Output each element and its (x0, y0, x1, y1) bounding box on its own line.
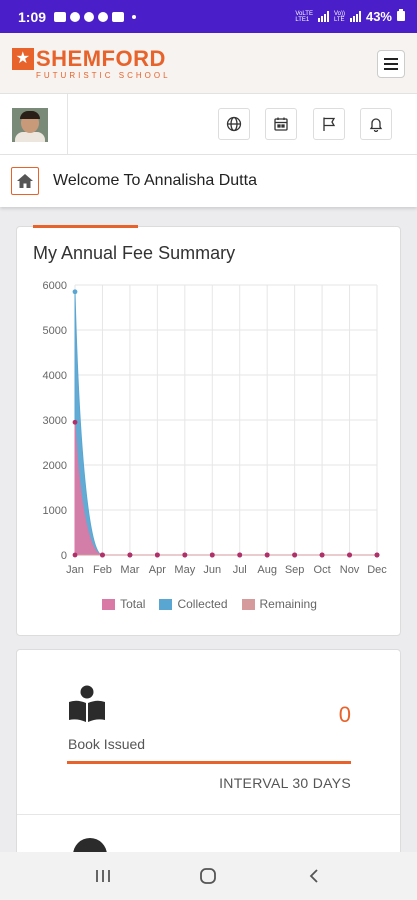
system-nav-bar (0, 852, 417, 900)
menu-button[interactable] (377, 50, 405, 78)
data-point-remaining (182, 552, 188, 558)
app-header: ★ SHEMFORD FUTURISTIC SCHOOL (0, 33, 417, 94)
y-tick-label: 1000 (43, 505, 67, 517)
series-area-total (74, 422, 377, 556)
welcome-message: Welcome To Annalisha Dutta (53, 172, 257, 189)
school-logo[interactable]: ★ SHEMFORD FUTURISTIC SCHOOL (12, 48, 171, 80)
data-point-remaining (100, 552, 105, 558)
y-tick-label: 2000 (43, 460, 67, 472)
brand-name: SHEMFORD (36, 46, 166, 71)
x-tick-label: Mar (120, 564, 139, 576)
bell-icon (369, 118, 383, 132)
home-circle-icon (200, 868, 217, 884)
gallery-icon (112, 11, 125, 22)
data-point-remaining (374, 552, 380, 558)
brand-tagline: FUTURISTIC SCHOOL (36, 71, 171, 80)
app-notification-icon (98, 11, 109, 22)
card-divider (17, 814, 400, 815)
report-flag-button[interactable] (313, 108, 345, 140)
signal-icon (349, 11, 361, 22)
hamburger-icon (384, 58, 398, 60)
x-tick-label: Oct (314, 564, 331, 576)
interval-label: INTERVAL 30 DAYS (219, 775, 351, 791)
globe-icon (226, 116, 242, 132)
status-time: 1:09 (18, 8, 47, 25)
status-bar: 1:09 VoLTE LTE1 Vo)) LTE 43% (0, 0, 417, 33)
recent-apps-icon (95, 870, 110, 882)
back-button[interactable] (294, 856, 334, 896)
y-tick-label: 5000 (43, 325, 67, 337)
recent-apps-button[interactable] (83, 856, 123, 896)
x-tick-label: Sep (285, 564, 305, 576)
signal-icon (317, 11, 329, 22)
x-tick-label: Jul (233, 564, 247, 576)
data-point-remaining (264, 552, 270, 558)
x-tick-label: Jun (203, 564, 221, 576)
data-point-remaining (237, 552, 243, 558)
data-point-remaining (127, 552, 133, 558)
star-logo-icon: ★ (12, 48, 34, 70)
x-tick-label: Jan (66, 564, 84, 576)
y-tick-label: 0 (61, 550, 67, 562)
data-point-remaining (209, 552, 215, 558)
profile-toolbar (0, 94, 417, 155)
battery-icon (397, 9, 405, 24)
battery-level: 43% (365, 9, 392, 24)
y-tick-label: 4000 (43, 370, 67, 382)
annual-fee-summary-card: My Annual Fee Summary 0 1000 2000 3000 4000 5… (16, 225, 402, 636)
series-area-collected (74, 291, 377, 556)
data-point-remaining (72, 552, 78, 558)
message-icon (54, 11, 67, 22)
legend-item-total[interactable]: Total (102, 597, 145, 611)
app-notification-icon (70, 11, 81, 22)
book-issued-count: 0 (338, 702, 351, 727)
app-notification-icon (84, 11, 95, 22)
home-icon (17, 174, 33, 188)
more-notifications-dot (132, 14, 137, 19)
legend-item-remaining[interactable]: Remaining (241, 597, 317, 611)
book-issued-card: 0 Book Issued INTERVAL 30 DAYS (16, 649, 401, 869)
x-tick-label: May (174, 564, 195, 576)
data-point-remaining (319, 552, 325, 558)
legend-item-collected[interactable]: Collected (159, 597, 228, 611)
home-nav-button[interactable] (188, 856, 228, 896)
notifications-button[interactable] (360, 108, 392, 140)
calendar-button[interactable] (265, 108, 297, 140)
fee-summary-chart: 0 1000 2000 3000 4000 5000 6000 Jan Feb Mar Apr May… (43, 280, 388, 576)
data-point-total (72, 419, 78, 425)
data-point-remaining (292, 552, 298, 558)
x-tick-label: Aug (257, 564, 277, 576)
book-progress-line (67, 761, 351, 764)
x-tick-label: Dec (367, 564, 387, 576)
book-issued-label: Book Issued (68, 736, 146, 752)
card-title: My Annual Fee Summary (33, 243, 236, 263)
x-tick-label: Apr (149, 564, 166, 576)
network-type-1: VoLTE LTE1 (295, 10, 313, 23)
x-tick-label: Nov (340, 564, 360, 576)
calendar-icon (274, 117, 288, 131)
data-point-remaining (154, 552, 160, 558)
card-accent-line (33, 225, 138, 228)
book-reader-icon (69, 685, 105, 722)
data-point-remaining (347, 552, 352, 558)
data-point-collected (72, 289, 78, 295)
avatar[interactable] (12, 108, 48, 142)
x-tick-label: Feb (93, 564, 112, 576)
language-button[interactable] (218, 108, 250, 140)
back-chevron-icon (309, 869, 318, 883)
network-type-2: Vo)) LTE (333, 10, 345, 23)
y-tick-label: 6000 (43, 280, 67, 292)
notification-icons (54, 11, 137, 22)
y-tick-label: 3000 (43, 415, 67, 427)
welcome-bar: Welcome To Annalisha Dutta (0, 155, 417, 207)
avatar-container[interactable] (0, 94, 68, 154)
flag-icon (323, 117, 336, 131)
chart-legend: Total Collected Remaining (17, 597, 402, 611)
home-button[interactable] (11, 167, 39, 195)
